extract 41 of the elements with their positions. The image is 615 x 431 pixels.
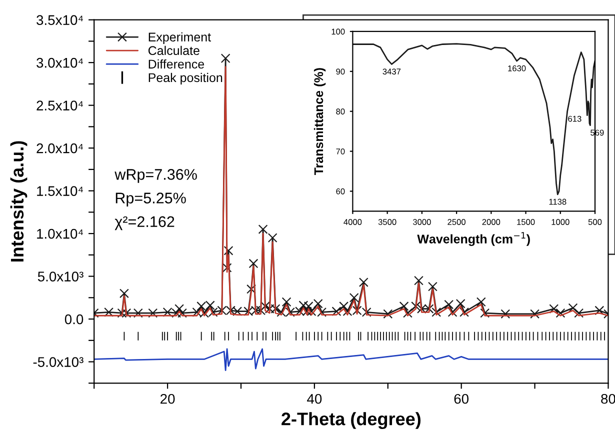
y-tick-label: 0.0: [64, 314, 84, 324]
x-tick-label: 4000: [344, 219, 362, 225]
y-tick-label: 60: [336, 188, 345, 194]
x-tick-label: 1000: [552, 219, 570, 225]
y-tick-label: 80: [336, 108, 345, 114]
y-tick-label: 100: [332, 28, 345, 35]
y-tick-label: 5.0x10³: [38, 272, 84, 282]
annotation: 613: [568, 116, 582, 122]
y-axis-title: Intensity (a.u.): [10, 141, 28, 262]
legend-label: Calculate: [148, 46, 200, 56]
x-tick-label: 3500: [378, 219, 396, 225]
y-tick-label: 1.5x10⁴: [37, 186, 83, 196]
x-tick-label: 2000: [482, 219, 500, 225]
x-tick-label: 1500: [517, 219, 535, 225]
x-tick-label: 500: [588, 219, 602, 225]
annotation: 1630: [508, 65, 526, 72]
annotation: χ²=2.162: [114, 216, 174, 230]
annotation: 3437: [382, 68, 401, 74]
x-tick-label: 60: [454, 394, 469, 404]
annotation: wRp=7.36%: [114, 169, 197, 183]
x-tick-label: 40: [307, 394, 322, 404]
x-axis-title: 2-Theta (degree): [282, 412, 421, 429]
y-tick-label: -5.0x10³: [33, 357, 84, 367]
annotation: Rp=5.25%: [116, 192, 186, 206]
x-tick-label: 80: [601, 394, 615, 404]
y-tick-label: 70: [336, 148, 345, 154]
y-tick-label: 90: [336, 68, 345, 75]
legend-label: Peak position: [148, 72, 222, 85]
y-tick-label: 2.0x10⁴: [36, 143, 83, 154]
y-axis-title: Transmittance (%): [314, 68, 326, 176]
x-tick-label: 3000: [412, 219, 431, 225]
legend-label: Difference: [148, 59, 204, 69]
annotation: 1138: [549, 198, 566, 205]
y-tick-label: 3.5x10⁴: [36, 15, 83, 25]
x-tick-label: 20: [160, 394, 175, 404]
y-tick-label: 3.0x10⁴: [36, 58, 83, 68]
y-tick-label: 2.5x10⁴: [36, 100, 83, 110]
legend-label: Experiment: [148, 32, 211, 44]
x-tick-label: 2500: [448, 219, 466, 225]
y-tick-label: 1.0x10⁴: [37, 228, 83, 239]
x-axis-title: Wavelength (cm$^{−1}$): [417, 232, 530, 246]
